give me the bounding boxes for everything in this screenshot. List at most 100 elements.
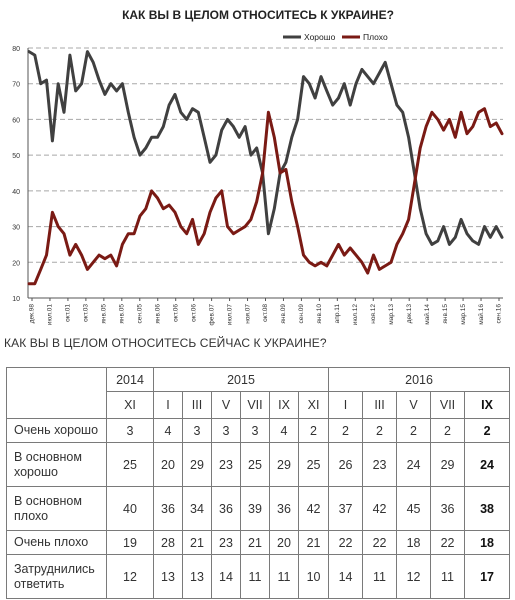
value-cell: 13 <box>153 554 183 599</box>
month-cell: IX <box>269 391 299 419</box>
x-tick-label: янв.15 <box>442 304 449 324</box>
y-tick-label: 80 <box>12 46 20 53</box>
year-2016: 2016 <box>328 367 511 392</box>
x-tick-label: сен.09 <box>298 304 305 324</box>
value-cell: 3 <box>106 418 154 443</box>
value-cell: 18 <box>396 530 432 555</box>
y-tick-label: 30 <box>12 225 20 232</box>
x-tick-label: ноя.12 <box>370 304 377 324</box>
value-cell: 24 <box>464 442 511 487</box>
x-tick-label: окт.03 <box>83 304 90 322</box>
value-cell: 10 <box>297 554 330 599</box>
y-tick-label: 10 <box>12 296 20 303</box>
value-cell: 29 <box>269 442 299 487</box>
value-cell: 2 <box>430 418 466 443</box>
month-cell: I <box>153 391 183 419</box>
value-cell: 4 <box>269 418 299 443</box>
value-cell: 37 <box>328 486 364 531</box>
month-cell: VII <box>430 391 466 419</box>
month-cell: III <box>182 391 212 419</box>
value-cell: 11 <box>240 554 270 599</box>
year-2014: 2014 <box>106 367 154 392</box>
value-cell: 39 <box>240 486 270 531</box>
x-tick-label: май.16 <box>477 304 485 325</box>
row-label: В основном хорошо <box>6 442 107 487</box>
y-tick-label: 50 <box>12 153 20 160</box>
value-cell: 36 <box>153 486 183 531</box>
value-cell: 21 <box>297 530 330 555</box>
value-cell: 42 <box>297 486 330 531</box>
x-tick-label: дек.13 <box>406 304 413 324</box>
row-label: В основном плохо <box>6 486 107 531</box>
value-cell: 24 <box>396 442 432 487</box>
x-tick-label: май.14 <box>423 304 431 325</box>
x-tick-label: окт.08 <box>262 304 269 322</box>
value-cell: 11 <box>362 554 398 599</box>
x-tick-label: янв.05 <box>119 304 126 324</box>
value-cell: 21 <box>240 530 270 555</box>
x-tick-label: апр.11 <box>334 304 341 324</box>
year-2015: 2015 <box>152 367 330 392</box>
x-tick-label: фев.07 <box>208 304 215 326</box>
series-line-good <box>27 50 504 246</box>
row-label: Затруднились ответить <box>6 554 107 599</box>
y-tick-label: 70 <box>12 82 20 89</box>
x-tick-label: мар.15 <box>460 304 467 325</box>
value-cell: 34 <box>182 486 212 531</box>
month-cell: IX <box>464 391 511 419</box>
x-tick-label: янв.06 <box>154 304 161 324</box>
value-cell: 22 <box>328 530 364 555</box>
x-tick-label: июл.07 <box>226 304 233 326</box>
x-tick-label: сен.05 <box>136 304 143 324</box>
value-cell: 25 <box>297 442 330 487</box>
value-cell: 36 <box>430 486 466 531</box>
value-cell: 28 <box>153 530 183 555</box>
chart-title: КАК ВЫ В ЦЕЛОМ ОТНОСИТЕСЬ К УКРАИНЕ? <box>122 8 394 22</box>
series-line-bad <box>27 107 504 286</box>
line-chart: КАК ВЫ В ЦЕЛОМ ОТНОСИТЕСЬ К УКРАИНЕ? 10 20… <box>12 8 504 326</box>
row-label: Очень хорошо <box>6 418 107 443</box>
value-cell: 29 <box>182 442 212 487</box>
month-cell: V <box>211 391 241 419</box>
legend-label: Хорошо <box>304 32 336 42</box>
value-cell: 12 <box>106 554 154 599</box>
x-tick-label: июл.12 <box>352 304 359 326</box>
x-tick-label: сен.16 <box>496 304 503 324</box>
value-cell: 14 <box>211 554 241 599</box>
value-cell: 45 <box>396 486 432 531</box>
value-cell: 23 <box>211 530 241 555</box>
x-tick-label: окт.06 <box>172 304 179 322</box>
table-title: КАК ВЫ В ЦЕЛОМ ОТНОСИТЕСЬ СЕЙЧАС К УКРАИ… <box>4 336 327 350</box>
value-cell: 36 <box>211 486 241 531</box>
x-tick-label: мар.13 <box>388 304 395 325</box>
value-cell: 3 <box>182 418 212 443</box>
legend-label: Плохо <box>363 32 388 42</box>
month-cell: XI <box>106 391 154 419</box>
value-cell: 21 <box>182 530 212 555</box>
header-blank-cell <box>6 367 107 419</box>
value-cell: 19 <box>106 530 154 555</box>
value-cell: 22 <box>430 530 466 555</box>
value-cell: 20 <box>269 530 299 555</box>
month-cell: V <box>396 391 432 419</box>
x-tick-label: янв.05 <box>101 304 108 324</box>
value-cell: 23 <box>362 442 398 487</box>
month-cell: VII <box>240 391 270 419</box>
value-cell: 25 <box>240 442 270 487</box>
x-tick-label: янв.09 <box>280 304 287 324</box>
poll-results-table: 2014 2015 2016 XI I III V VII IX XI I II… <box>6 367 511 599</box>
value-cell: 22 <box>362 530 398 555</box>
value-cell: 2 <box>396 418 432 443</box>
value-cell: 2 <box>297 418 330 443</box>
y-tick-label: 60 <box>12 117 20 124</box>
value-cell: 2 <box>328 418 364 443</box>
value-cell: 29 <box>430 442 466 487</box>
month-cell: I <box>328 391 364 419</box>
x-tick-label: дек.98 <box>29 304 36 324</box>
month-cell: XI <box>297 391 330 419</box>
y-tick-label: 20 <box>12 260 20 267</box>
value-cell: 23 <box>211 442 241 487</box>
value-cell: 42 <box>362 486 398 531</box>
value-cell: 36 <box>269 486 299 531</box>
chart-area: КАК ВЫ В ЦЕЛОМ ОТНОСИТЕСЬ К УКРАИНЕ? 10 20… <box>12 8 504 326</box>
